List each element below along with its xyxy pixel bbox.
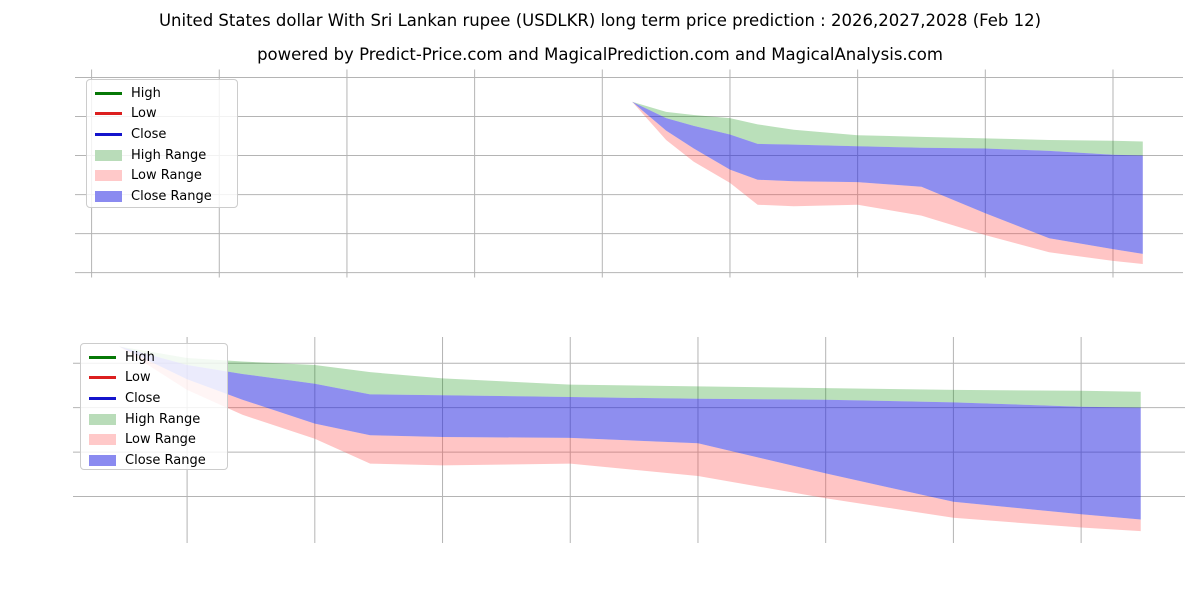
legend-item-close-range: Close Range [87,186,237,207]
legend-item-close-range: Close Range [81,450,227,471]
close-line-swatch [95,132,122,137]
high-range-swatch [95,149,122,161]
legend-top-chart: High Low Close High Range Low Range Clos… [86,79,238,208]
legend-item-close: Close [87,124,237,145]
close-range-swatch [95,190,122,202]
page-subtitle: powered by Predict-Price.com and Magical… [257,45,943,64]
legend-label: High Range [125,411,201,427]
legend-label: Close Range [131,188,212,204]
page-title: United States dollar With Sri Lankan rup… [158,11,1042,30]
low-line-swatch [95,112,122,116]
legend-label: High Range [131,147,207,163]
legend-item-high: High [81,347,227,368]
legend-item-high-range: High Range [81,409,227,430]
close-line-swatch [89,396,116,401]
legend-label: High [131,85,161,101]
legend-item-high-range: High Range [87,145,237,166]
low-line-swatch [89,376,116,380]
legend-label: Close Range [125,452,206,468]
legend-label: Low [125,370,151,386]
legend-bottom-chart: High Low Close High Range Low Range Clos… [80,343,228,470]
legend-label: Close [125,390,161,406]
legend-label: Low Range [131,168,202,184]
low-range-swatch [95,170,122,182]
legend-item-high: High [87,83,237,104]
legend-item-low-range: Low Range [87,165,237,186]
high-range-swatch [89,413,116,425]
low-range-swatch [89,434,116,446]
legend-label: Low [131,106,157,122]
legend-item-low-range: Low Range [81,429,227,450]
legend-label: Close [131,126,167,142]
legend-item-low: Low [81,368,227,389]
legend-item-low: Low [87,104,237,125]
legend-label: Low Range [125,432,196,448]
close-range-swatch [89,454,116,466]
legend-item-close: Close [81,388,227,409]
high-line-swatch [89,355,116,359]
legend-label: High [125,349,155,365]
high-line-swatch [95,91,122,95]
